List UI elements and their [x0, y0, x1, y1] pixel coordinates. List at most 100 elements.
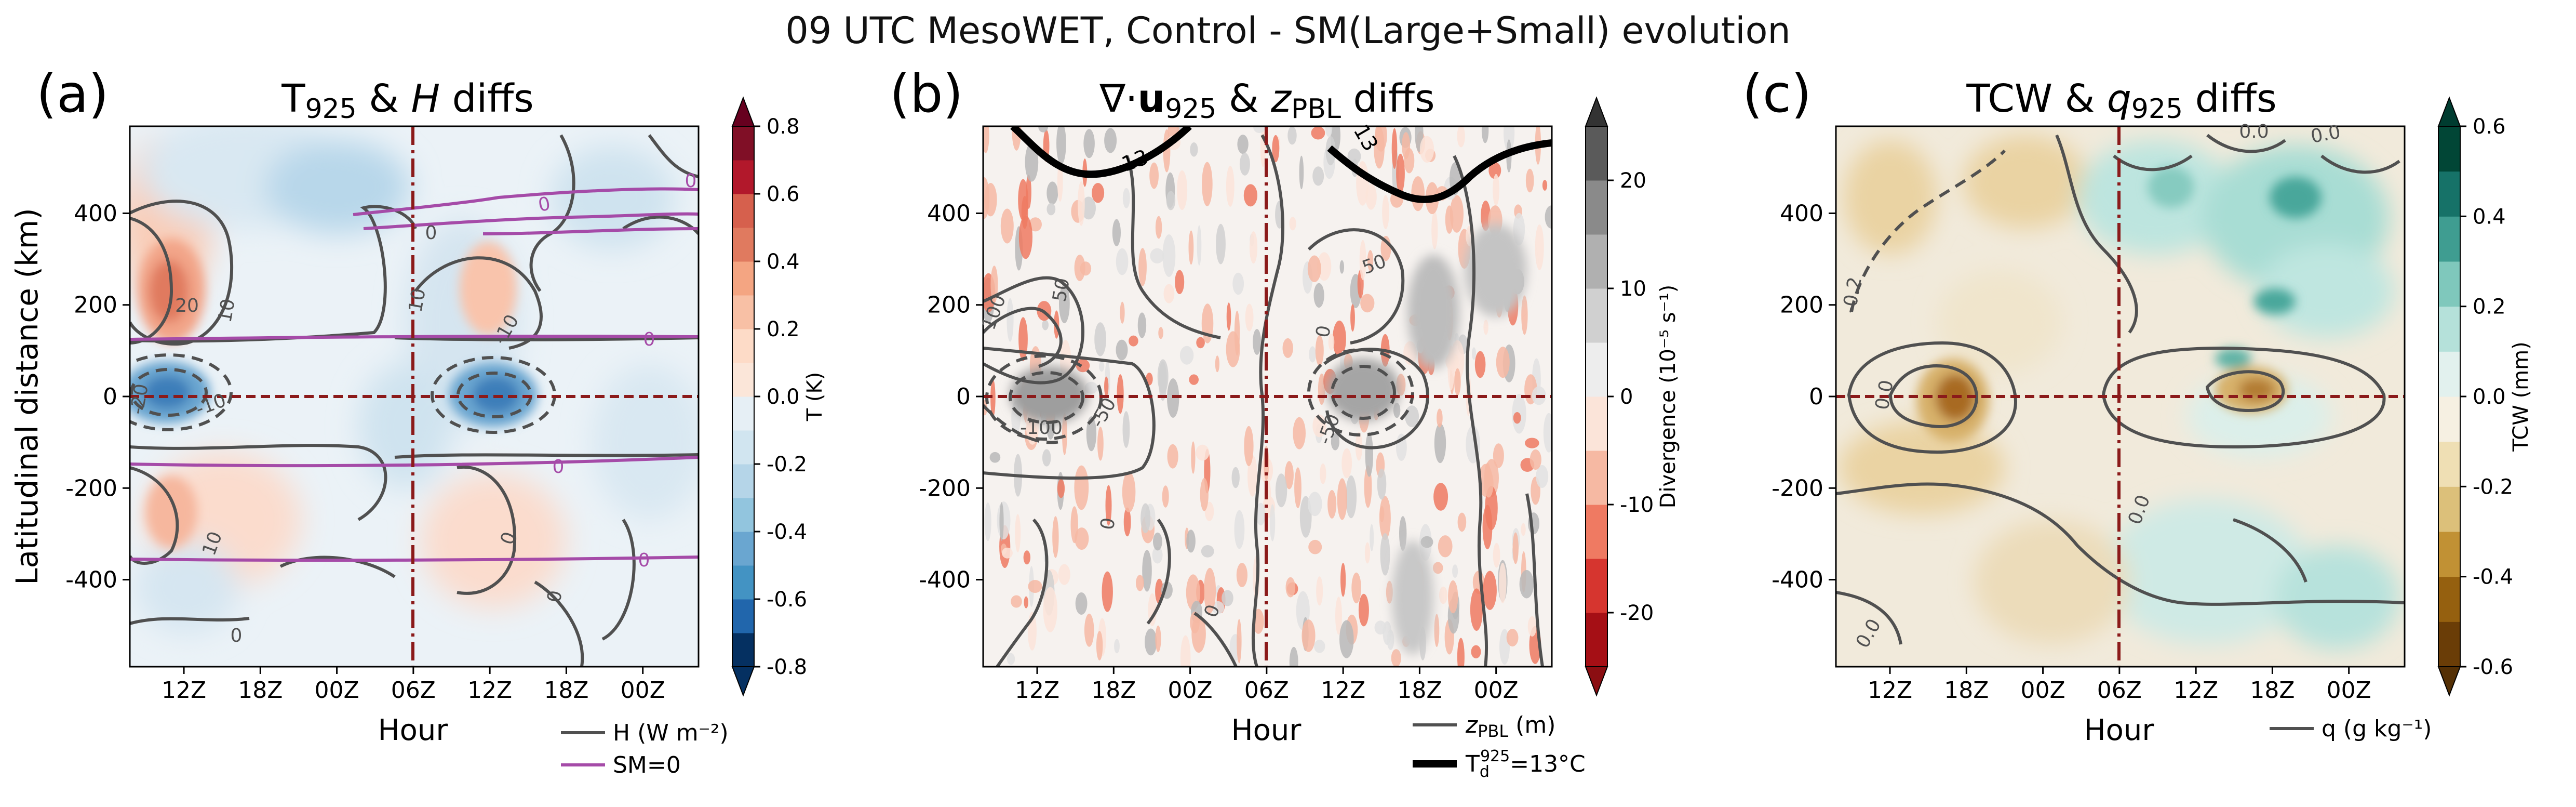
- divergence-speckle: [1457, 512, 1467, 532]
- divergence-speckle: [1457, 126, 1465, 148]
- y-tick-label: 0: [103, 383, 117, 410]
- divergence-speckle: [1007, 653, 1015, 665]
- colorbar-segment: [732, 565, 754, 600]
- divergence-speckle: [1099, 361, 1105, 372]
- divergence-speckle: [1402, 132, 1411, 160]
- divergence-speckle: [1256, 502, 1266, 526]
- colorbar-tick-label: 10: [1620, 277, 1646, 301]
- divergence-speckle: [1253, 329, 1262, 355]
- divergence-speckle: [1314, 640, 1325, 653]
- colorbar-segment: [2438, 261, 2460, 307]
- divergence-speckle: [1239, 153, 1250, 176]
- divergence-speckle: [1311, 126, 1325, 140]
- divergence-speckle: [1315, 335, 1324, 366]
- y-tick-label: 200: [927, 292, 971, 319]
- divergence-speckle: [1120, 301, 1125, 324]
- divergence-speckle: [1272, 135, 1280, 163]
- divergence-speckle: [1122, 471, 1136, 512]
- divergence-speckle: [1483, 571, 1497, 610]
- x-tick-label: 18Z: [1944, 677, 1989, 704]
- divergence-speckle: [1340, 563, 1346, 597]
- divergence-speckle: [1226, 166, 1235, 207]
- divergence-speckle: [1149, 162, 1159, 189]
- divergence-speckle: [1201, 545, 1214, 558]
- colorbar-segment: [2438, 441, 2460, 487]
- divergence-speckle: [1341, 448, 1352, 479]
- colorbar-tick-label: 0.0: [767, 385, 800, 409]
- divergence-speckle: [1042, 449, 1051, 467]
- colorbar-segment: [732, 633, 754, 667]
- y-tick-label: -200: [1772, 475, 1823, 501]
- x-tick-label: 00Z: [2327, 677, 2371, 704]
- divergence-speckle: [1245, 303, 1254, 332]
- divergence-speckle: [1018, 317, 1028, 361]
- divergence-speckle: [1471, 645, 1481, 659]
- divergence-speckle: [1166, 191, 1176, 210]
- divergence-speckle: [1075, 592, 1088, 615]
- colorbar-tick-label: -0.6: [767, 588, 807, 612]
- divergence-speckle: [1438, 535, 1453, 558]
- colorbar-segment: [2438, 396, 2460, 442]
- panel-c-title: TCW & q925 diffs: [1966, 76, 2276, 125]
- colorbar-tick-label: 0.4: [2473, 205, 2506, 229]
- x-tick-label: 18Z: [238, 677, 283, 704]
- divergence-speckle: [1243, 184, 1257, 207]
- divergence-speckle: [1175, 270, 1185, 295]
- x-tick-label: 12Z: [467, 677, 512, 704]
- colorbar-segment: [732, 329, 754, 363]
- divergence-speckle: [1211, 601, 1225, 614]
- divergence-speckle: [1191, 615, 1206, 653]
- x-tick-label: 06Z: [1244, 677, 1289, 704]
- colorbar-segment: [732, 228, 754, 262]
- divergence-speckle: [1152, 546, 1163, 564]
- y-tick-label: 200: [74, 292, 117, 319]
- divergence-speckle: [999, 502, 1004, 541]
- divergence-speckle: [1023, 550, 1031, 565]
- divergence-speckle: [1483, 320, 1488, 335]
- divergence-speckle: [990, 379, 996, 417]
- colorbar-segment: [732, 396, 754, 431]
- colorbar-label: Divergence (10⁻⁵ s⁻¹): [1656, 285, 1680, 509]
- divergence-speckle: [1011, 595, 1022, 608]
- colorbar-tick-label: -0.2: [767, 453, 807, 477]
- divergence-speckle: [1370, 524, 1374, 551]
- divergence-speckle: [1299, 155, 1304, 190]
- panel-a-title: T925 & H diffs: [281, 76, 533, 125]
- divergence-speckle: [1070, 506, 1078, 544]
- colorbar-tick-label: -0.8: [767, 655, 807, 679]
- divergence-speckle: [1269, 504, 1276, 541]
- divergence-speckle: [1337, 478, 1347, 520]
- colorbar-segment: [1586, 559, 1607, 613]
- divergence-speckle: [1521, 523, 1526, 536]
- divergence-speckle: [1327, 490, 1337, 519]
- divergence-speckle: [1345, 475, 1357, 519]
- divergence-speckle: [1153, 532, 1162, 551]
- colorbar-tick-label: -0.2: [2473, 475, 2513, 499]
- divergence-speckle: [1186, 530, 1196, 553]
- colorbar-tick-label: -10: [1620, 493, 1654, 517]
- y-tick-label: 0: [956, 383, 971, 410]
- x-tick-label: 00Z: [2021, 677, 2065, 704]
- divergence-speckle: [1379, 496, 1391, 540]
- divergence-speckle: [1084, 613, 1094, 647]
- divergence-speckle: [1282, 338, 1293, 358]
- divergence-speckle: [1216, 223, 1226, 264]
- colorbar-segment: [732, 126, 754, 161]
- x-tick-label: 12Z: [1321, 677, 1365, 704]
- divergence-speckle: [1377, 468, 1387, 500]
- divergence-speckle: [1439, 586, 1448, 604]
- divergence-speckle: [1335, 597, 1342, 635]
- divergence-speckle: [1454, 368, 1461, 396]
- x-tick-label: 00Z: [315, 677, 359, 704]
- x-tick-label: 12Z: [162, 677, 206, 704]
- sm-contour-label: 0: [685, 170, 697, 192]
- divergence-speckle: [1018, 215, 1032, 259]
- divergence-speckle: [1177, 170, 1188, 210]
- divergence-speckle: [989, 452, 1001, 463]
- legend-a-sm-label: SM=0: [613, 752, 681, 778]
- divergence-speckle: [1358, 593, 1369, 627]
- contour-label: -20: [126, 382, 153, 416]
- divergence-speckle: [1155, 625, 1161, 652]
- panel-a-label: (a): [36, 63, 109, 124]
- divergence-speckle: [1136, 575, 1144, 591]
